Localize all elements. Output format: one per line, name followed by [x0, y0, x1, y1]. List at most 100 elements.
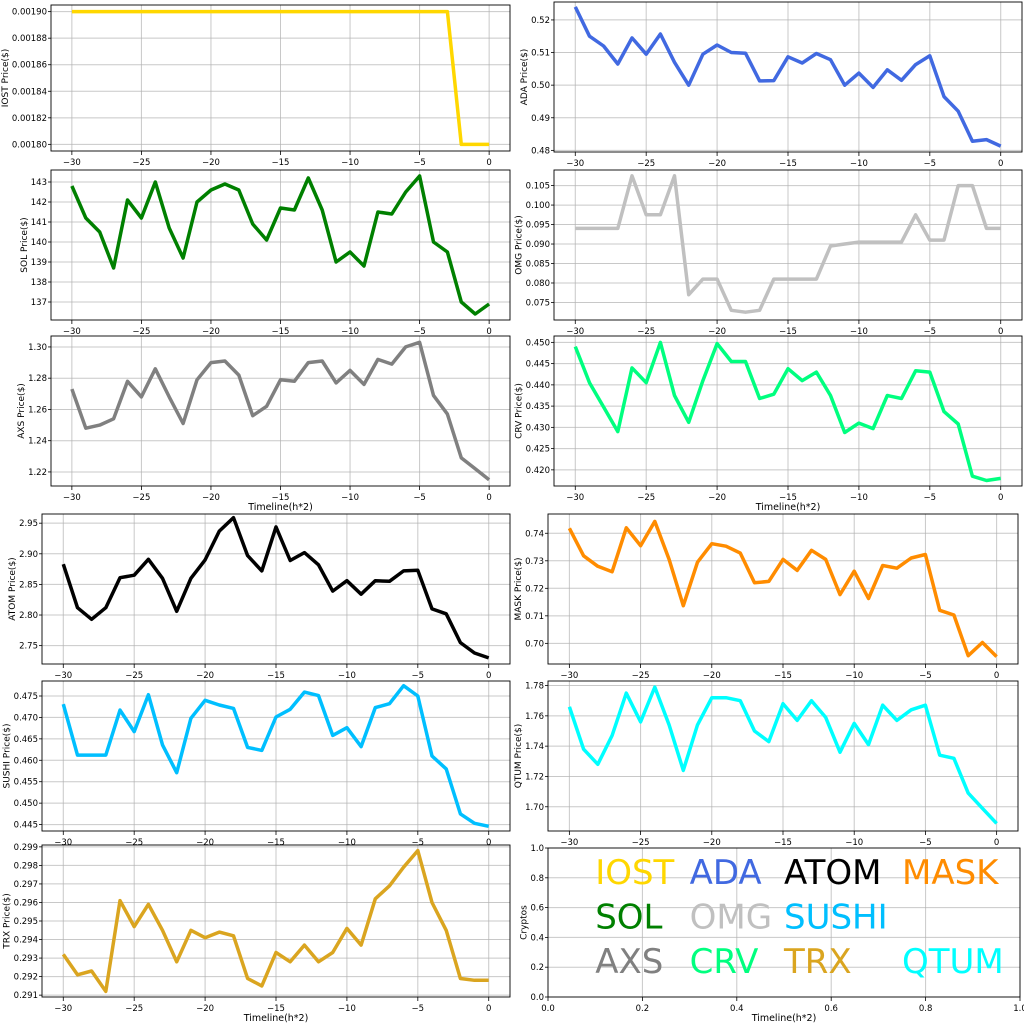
- y-axis-label: ATOM Price($): [8, 557, 18, 620]
- axes-frame: [547, 513, 1019, 665]
- x-tick-label: −30: [54, 671, 72, 681]
- x-tick-label: −20: [196, 838, 214, 848]
- x-tick-label: −25: [637, 159, 655, 169]
- x-tick-label: −25: [125, 1004, 143, 1014]
- legend-entry-qtum: QTUM: [902, 942, 1004, 982]
- x-tick-label: 0: [998, 327, 1003, 337]
- x-tick-label: −30: [54, 1004, 72, 1014]
- y-tick-label: 139: [31, 258, 47, 268]
- omg-chart: −30 −25 −20 −15 −10 −5 0 0.075 0.080 0.085 0.090 0.…: [515, 169, 1023, 337]
- y-tick-label: 0.51: [531, 49, 550, 59]
- x-tick-label: −30: [63, 493, 81, 503]
- y-tick-label: 0.455: [14, 778, 38, 788]
- atom-chart: −30 −25 −20 −15 −10 −5 0 2.75 2.80 2.85 2.90 2.95 AT…: [8, 513, 511, 681]
- x-tick-label: −10: [845, 671, 863, 681]
- crv-chart: −30 −25 −20 −15 −10 −5 0 0.420 0.425 0.430 0.435 0.…: [515, 335, 1023, 513]
- x-tick-label: −20: [202, 327, 220, 337]
- x-tick-label: 0.8: [919, 1004, 933, 1014]
- x-tick-label: −30: [63, 158, 81, 168]
- axes-frame: [50, 335, 511, 487]
- y-tick-label: 0.293: [14, 954, 38, 964]
- x-tick-label: −15: [779, 327, 797, 337]
- y-tick-label: 0.465: [14, 735, 38, 745]
- y-tick-label: 0.440: [526, 381, 550, 391]
- sushi-chart: −30 −25 −20 −15 −10 −5 0 0.445 0.450 0.455 0.460 0.…: [3, 680, 511, 848]
- axes-frame: [41, 680, 511, 832]
- axes-frame: [41, 844, 511, 998]
- x-tick-label: −5: [924, 493, 937, 503]
- y-tick-label: 142: [31, 198, 47, 208]
- axes-frame: [50, 169, 511, 321]
- y-tick-label: 0.295: [14, 917, 38, 927]
- sol-chart: −30 −25 −20 −15 −10 −5 0 137 138 139 140 141 142 143 S…: [20, 169, 511, 337]
- axes-frame: [41, 513, 511, 665]
- x-tick-label: −15: [272, 158, 290, 168]
- y-tick-label: 0.00188: [12, 34, 47, 44]
- x-tick-label: 0.0: [541, 1004, 555, 1014]
- axes-frame: [547, 847, 1021, 998]
- x-tick-label: −5: [412, 1004, 425, 1014]
- y-tick-label: 0.425: [526, 445, 550, 455]
- x-tick-label: −10: [341, 493, 359, 503]
- x-tick-label: −20: [196, 1004, 214, 1014]
- x-tick-label: −30: [54, 838, 72, 848]
- y-tick-label: 0.460: [14, 756, 38, 766]
- x-tick-label: −15: [272, 327, 290, 337]
- x-tick-label: −10: [341, 327, 359, 337]
- x-tick-label: 0.6: [824, 1004, 838, 1014]
- y-tick-label: 0.0: [530, 993, 544, 1003]
- x-tick-label: −25: [637, 493, 655, 503]
- legend-entry-atom: ATOM: [784, 853, 881, 893]
- y-tick-label: 0.70: [525, 639, 544, 649]
- y-tick-label: 0.435: [526, 402, 550, 412]
- y-tick-label: 141: [31, 218, 47, 228]
- y-tick-label: 0.50: [531, 81, 550, 91]
- y-tick-label: 2.75: [19, 642, 38, 652]
- y-tick-label: 0.00186: [12, 61, 47, 71]
- legend-entry-mask: MASK: [902, 853, 1000, 893]
- y-tick-label: 0.00180: [12, 140, 47, 150]
- x-tick-label: −25: [632, 838, 650, 848]
- x-tick-label: −15: [774, 838, 792, 848]
- y-tick-label: 0.49: [531, 114, 550, 124]
- y-tick-label: 1.74: [525, 742, 544, 752]
- x-tick-label: −20: [708, 327, 726, 337]
- x-tick-label: −30: [560, 838, 578, 848]
- x-axis-label: Timeline(h*2): [247, 502, 313, 513]
- legend-entry-iost: IOST: [595, 853, 674, 893]
- x-tick-label: −20: [708, 159, 726, 169]
- y-tick-label: 0.292: [14, 973, 38, 983]
- x-axis-label: Timeline(h*2): [243, 1013, 309, 1024]
- axes-frame: [553, 1, 1023, 153]
- y-tick-label: 0.73: [525, 557, 544, 567]
- x-tick-label: −10: [338, 1004, 356, 1014]
- y-tick-label: 0.74: [525, 529, 544, 539]
- x-tick-label: −20: [708, 493, 726, 503]
- legend-entry-sushi: SUSHI: [784, 897, 888, 937]
- x-tick-label: −10: [850, 159, 868, 169]
- x-tick-label: −25: [125, 671, 143, 681]
- x-tick-label: 0: [486, 838, 491, 848]
- y-tick-label: 0.8: [530, 874, 544, 884]
- y-tick-label: 0.296: [14, 898, 38, 908]
- y-tick-label: 0.00182: [12, 114, 47, 124]
- x-tick-label: −20: [202, 493, 220, 503]
- x-tick-label: 0: [486, 1004, 491, 1014]
- y-tick-label: 0.299: [14, 843, 38, 853]
- y-tick-label: 1.78: [525, 682, 544, 692]
- y-tick-label: 2.95: [19, 519, 38, 529]
- x-tick-label: −10: [850, 327, 868, 337]
- x-tick-label: 0: [994, 838, 999, 848]
- axes-frame: [50, 4, 511, 152]
- y-tick-label: 0.095: [526, 221, 550, 231]
- y-tick-label: 0.4: [530, 933, 544, 943]
- y-tick-label: 0.00190: [12, 8, 47, 18]
- x-tick-label: −10: [338, 671, 356, 681]
- x-tick-label: 0: [998, 493, 1003, 503]
- x-tick-label: 0.2: [636, 1004, 650, 1014]
- y-tick-label: 0.420: [526, 466, 550, 476]
- x-tick-label: −20: [196, 671, 214, 681]
- x-tick-label: 0: [486, 158, 491, 168]
- y-tick-label: 143: [31, 178, 47, 188]
- y-tick-label: 0.294: [14, 936, 38, 946]
